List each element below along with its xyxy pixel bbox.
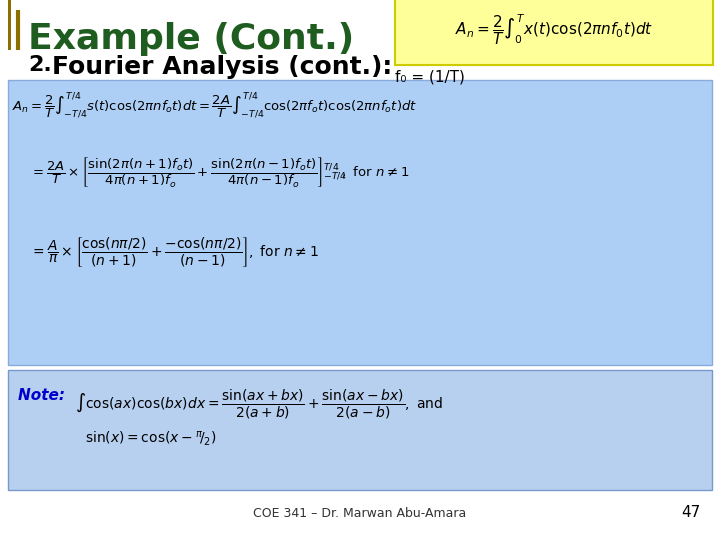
Text: COE 341 – Dr. Marwan Abu-Amara: COE 341 – Dr. Marwan Abu-Amara <box>253 507 467 520</box>
Text: $= \dfrac{A}{\pi} \times \left[\dfrac{\cos(n\pi/2)}{(n+1)} + \dfrac{-\cos(n\pi/2: $= \dfrac{A}{\pi} \times \left[\dfrac{\c… <box>30 235 319 269</box>
Text: $\sin(x) = \cos\!\left(x - {^{\pi}\!/_{2}}\right)$: $\sin(x) = \cos\!\left(x - {^{\pi}\!/_{2… <box>85 430 217 448</box>
Text: $A_n = \dfrac{2}{T}\int_0^{T} x(t)\cos(2\pi n f_0 t)dt$: $A_n = \dfrac{2}{T}\int_0^{T} x(t)\cos(2… <box>455 12 653 48</box>
Text: Fourier Analysis (cont.):: Fourier Analysis (cont.): <box>52 55 392 79</box>
Text: f₀ = (1/T): f₀ = (1/T) <box>395 70 465 85</box>
Text: 2.: 2. <box>28 55 52 75</box>
Text: $A_n = \dfrac{2}{T}\int_{-T/4}^{T/4} s\left(t\right)\cos(2\pi n f_o t)dt = \dfra: $A_n = \dfrac{2}{T}\int_{-T/4}^{T/4} s\l… <box>12 90 418 120</box>
Text: 47: 47 <box>680 505 700 520</box>
FancyBboxPatch shape <box>8 0 11 50</box>
FancyBboxPatch shape <box>8 80 712 365</box>
FancyBboxPatch shape <box>395 0 713 65</box>
Text: Note:: Note: <box>18 388 71 403</box>
Text: Example (Cont.): Example (Cont.) <box>28 22 354 56</box>
Text: $= \dfrac{2A}{T} \times \left[\dfrac{\sin(2\pi(n+1)f_o t)}{4\pi(n+1)f_o} + \dfra: $= \dfrac{2A}{T} \times \left[\dfrac{\si… <box>30 155 409 189</box>
FancyBboxPatch shape <box>8 370 712 490</box>
Text: $\int\cos(ax)\cos(bx)dx = \dfrac{\sin(ax+bx)}{2(a+b)} + \dfrac{\sin(ax-bx)}{2(a-: $\int\cos(ax)\cos(bx)dx = \dfrac{\sin(ax… <box>75 388 444 421</box>
